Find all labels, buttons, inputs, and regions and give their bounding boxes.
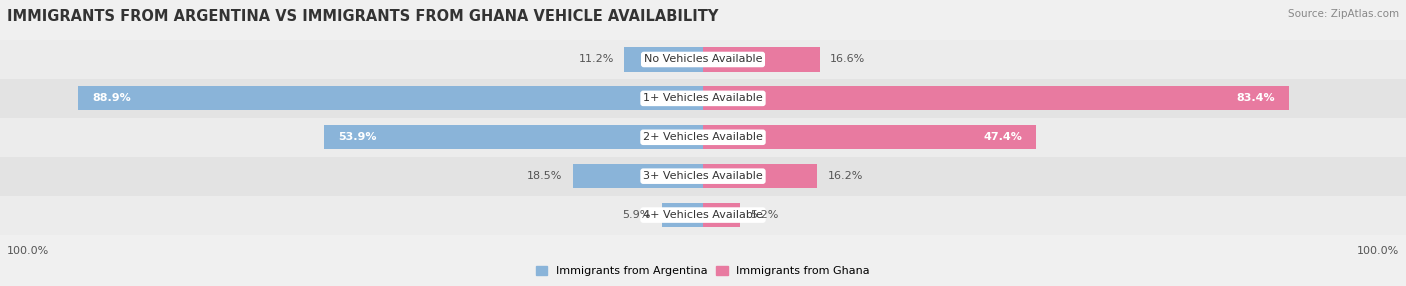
Bar [574,164,703,188]
Bar [703,86,1289,110]
Text: 83.4%: 83.4% [1237,94,1275,103]
Bar [662,203,703,227]
Text: 53.9%: 53.9% [337,132,377,142]
Text: 88.9%: 88.9% [91,94,131,103]
Bar [0,40,1406,79]
Bar [703,203,740,227]
Text: 2+ Vehicles Available: 2+ Vehicles Available [643,132,763,142]
Text: 1+ Vehicles Available: 1+ Vehicles Available [643,94,763,103]
Text: 47.4%: 47.4% [983,132,1022,142]
Text: 11.2%: 11.2% [578,55,614,64]
Bar [77,86,703,110]
Text: 5.9%: 5.9% [623,210,651,220]
Bar [323,125,703,149]
Bar [703,164,817,188]
Text: 100.0%: 100.0% [1357,246,1399,256]
Text: 16.6%: 16.6% [830,55,866,64]
Text: No Vehicles Available: No Vehicles Available [644,55,762,64]
Text: IMMIGRANTS FROM ARGENTINA VS IMMIGRANTS FROM GHANA VEHICLE AVAILABILITY: IMMIGRANTS FROM ARGENTINA VS IMMIGRANTS … [7,9,718,23]
Legend: Immigrants from Argentina, Immigrants from Ghana: Immigrants from Argentina, Immigrants fr… [531,261,875,281]
Text: 5.2%: 5.2% [751,210,779,220]
Text: 100.0%: 100.0% [7,246,49,256]
Bar [703,47,820,72]
Bar [703,125,1036,149]
Text: 4+ Vehicles Available: 4+ Vehicles Available [643,210,763,220]
Text: Source: ZipAtlas.com: Source: ZipAtlas.com [1288,9,1399,19]
Bar [624,47,703,72]
Text: 3+ Vehicles Available: 3+ Vehicles Available [643,171,763,181]
Text: 16.2%: 16.2% [827,171,863,181]
Bar [0,118,1406,157]
Bar [0,157,1406,196]
Bar [0,79,1406,118]
Text: 18.5%: 18.5% [527,171,562,181]
Bar [0,196,1406,235]
